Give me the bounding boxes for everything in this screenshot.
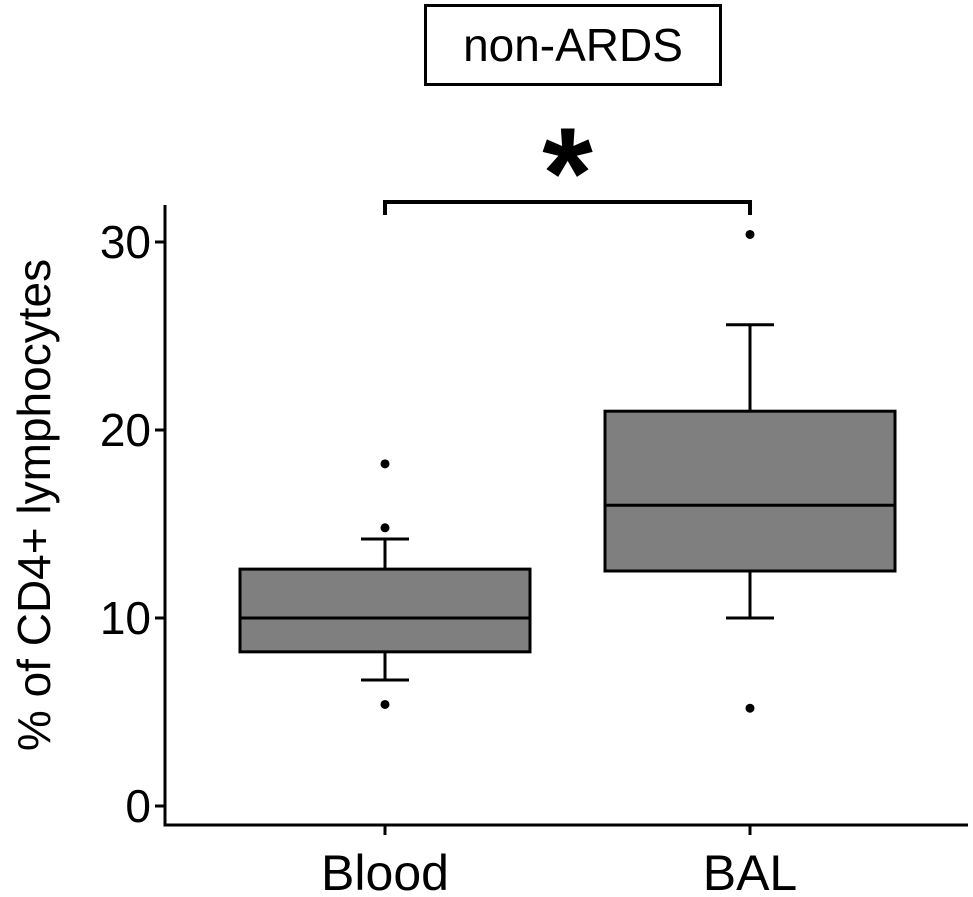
outlier-point — [745, 229, 755, 239]
x-tick-label: BAL — [703, 845, 798, 897]
outlier-point — [380, 459, 390, 469]
box-iqr — [238, 567, 532, 654]
x-tick-label: Blood — [321, 845, 449, 897]
panel-title: non-ARDS — [424, 4, 722, 86]
panel-title-text: non-ARDS — [463, 19, 683, 71]
y-tick-label: 10 — [100, 592, 151, 644]
significance-bracket — [383, 200, 752, 215]
outlier-point — [380, 523, 390, 533]
outlier-point — [745, 703, 755, 713]
y-tick-label: 20 — [100, 404, 151, 456]
y-tick-label: 30 — [100, 216, 151, 268]
significance-label: * — [542, 100, 593, 246]
box-iqr — [603, 409, 897, 573]
y-tick-label: 0 — [125, 780, 151, 832]
outlier-point — [380, 699, 390, 709]
